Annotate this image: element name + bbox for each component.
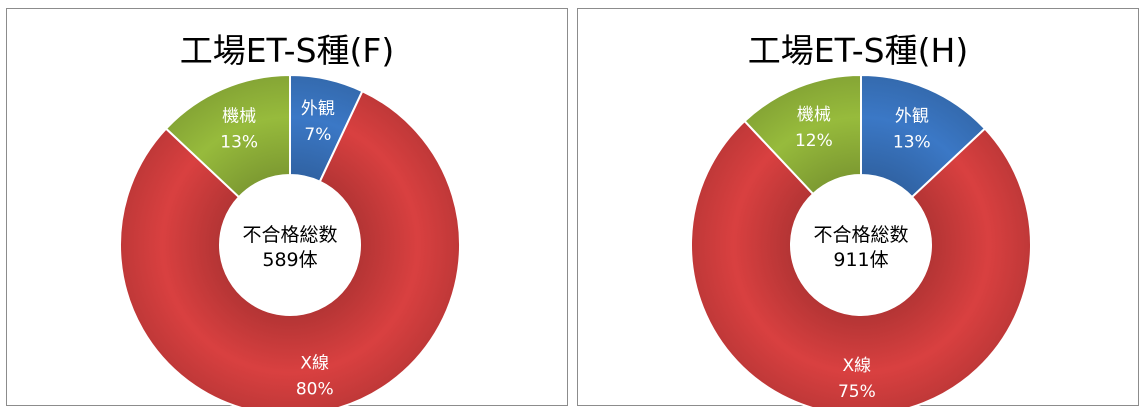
slice-percent-label: 75% (838, 382, 876, 402)
center-label: 不合格総数 (813, 224, 908, 246)
center-value: 911体 (833, 249, 888, 271)
slice-percent-label: 7% (304, 125, 331, 145)
center-value: 589体 (262, 249, 317, 271)
slice-label: X線 (300, 354, 329, 374)
slice-label: 外観 (895, 107, 929, 127)
slice-percent-label: 13% (220, 133, 258, 153)
donut-chart-f: 外観 7% X線 80% 機械 13% 不合格総数 589体 (7, 9, 569, 407)
donut-chart-h: 外観 13% X線 75% 機械 12% 不合格総数 911体 (578, 9, 1140, 407)
slice-percent-label: 80% (296, 380, 334, 400)
center-label: 不合格総数 (242, 224, 337, 246)
slice-percent-label: 12% (795, 131, 833, 151)
slice-label: 機械 (222, 107, 256, 127)
chart-panel-f: 工場ET-S種(F) 外観 7% X線 80% 機械 13% 不合格総数 589体 (6, 8, 568, 406)
chart-panel-h: 工場ET-S種(H) 外観 13% X線 75% 機械 12% 不合格総数 911体 (577, 8, 1139, 406)
slice-label: 外観 (301, 99, 335, 119)
slice-label: 機械 (797, 105, 831, 125)
slice-label: X線 (843, 356, 872, 376)
slice-percent-label: 13% (893, 133, 931, 153)
